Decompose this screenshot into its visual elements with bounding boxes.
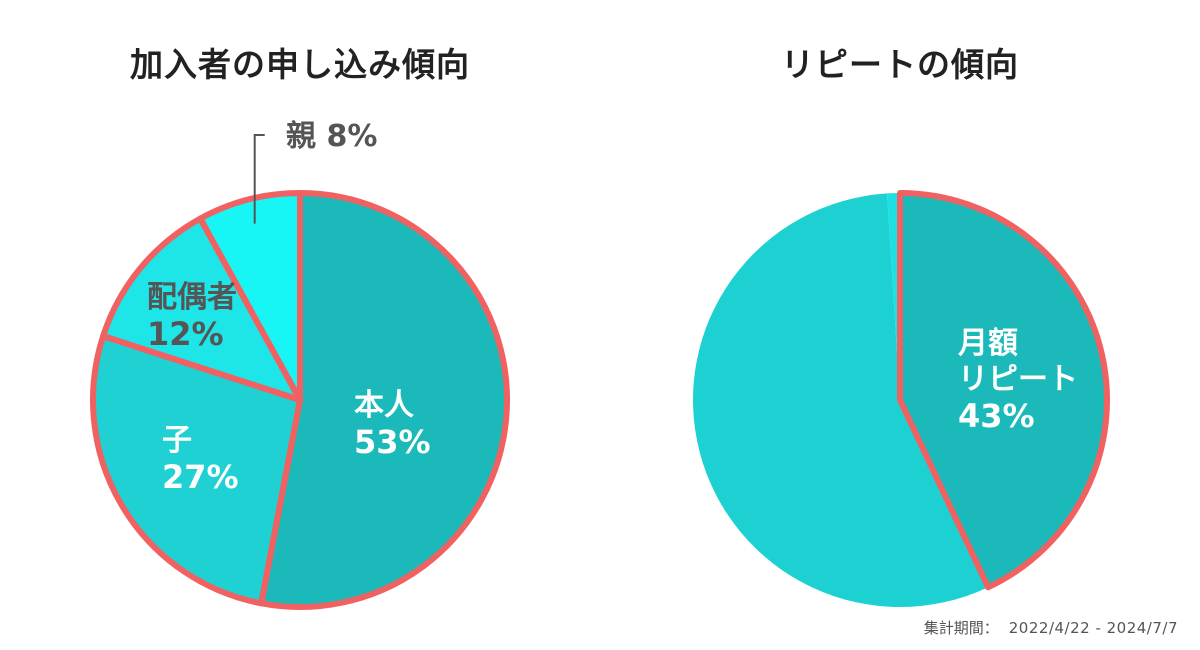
slice-label-name: 配偶者 <box>147 280 237 315</box>
slice-label-value: 8% <box>326 119 377 154</box>
slice-label: 親 8% <box>286 119 377 154</box>
slice-outline <box>897 190 1110 591</box>
pie-slice <box>261 193 508 607</box>
slice-label-name: リピート <box>958 362 1078 397</box>
chart-title-applicants: 加入者の申し込み傾向 <box>130 45 470 84</box>
aggregation-period-range: 2022/4/22 - 2024/7/7 <box>1008 619 1178 637</box>
slice-outline <box>100 215 303 403</box>
slice-label-value: 27% <box>162 458 239 496</box>
slice-outline <box>258 190 510 610</box>
slice-label-value: 12% <box>147 315 224 353</box>
pie-slice <box>887 193 900 400</box>
pie-slice <box>900 193 1108 588</box>
slice-outline <box>90 333 303 607</box>
pie-slice <box>200 193 300 400</box>
slice-label-value: 43% <box>958 397 1035 435</box>
slice-outline <box>197 190 303 403</box>
label-leader-line <box>253 134 265 224</box>
slice-label-name: 親 <box>286 119 326 154</box>
pie-slice <box>103 218 300 400</box>
chart-title-repeat: リピートの傾向 <box>781 45 1019 84</box>
pie-slice <box>693 193 989 608</box>
slice-label-name: 本人 <box>354 388 414 423</box>
aggregation-period-note: 集計期間： 2022/4/22 - 2024/7/7 <box>924 617 1178 638</box>
slice-label-name: 子 <box>162 423 192 458</box>
slice-label-name: 月額 <box>958 326 1018 361</box>
aggregation-period-label: 集計期間： <box>923 619 999 637</box>
slice-label-value: 53% <box>354 423 431 461</box>
